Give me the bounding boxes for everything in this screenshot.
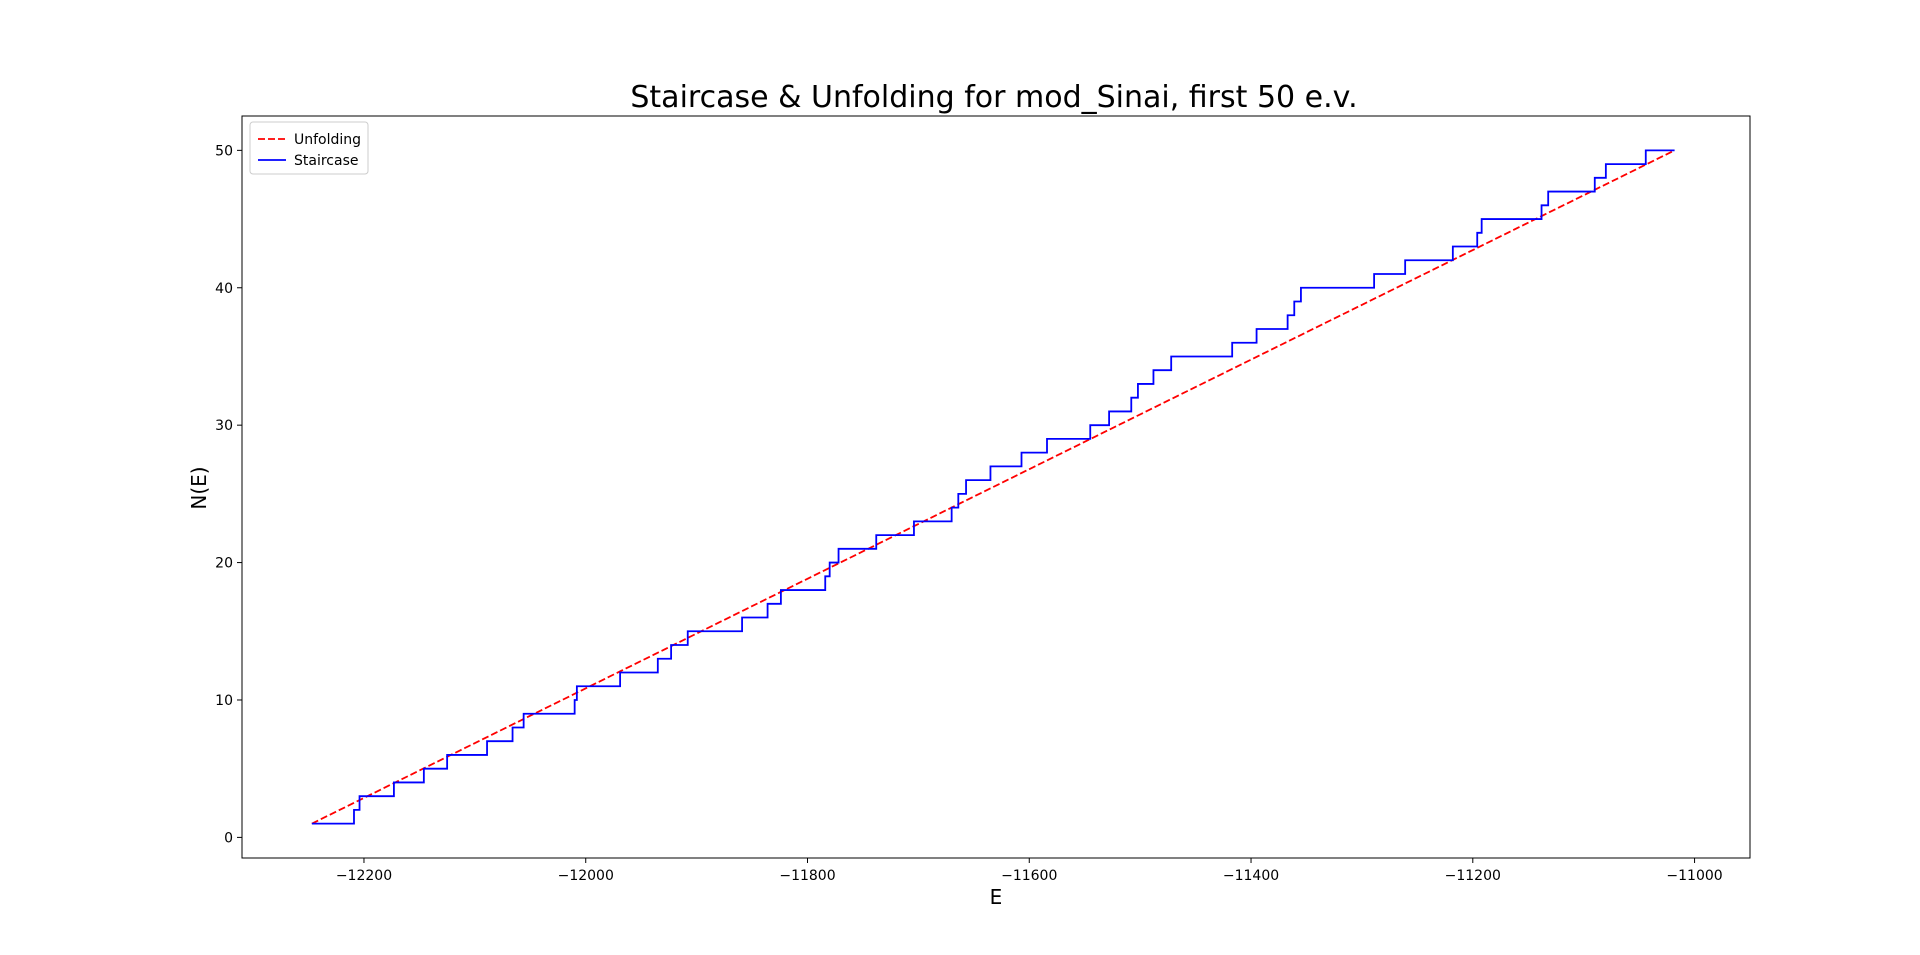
y-tick-label: 0 — [224, 830, 233, 846]
x-axis-label: E — [990, 885, 1003, 909]
x-tick-label: −11400 — [1223, 868, 1279, 884]
y-axis: 0 10 20 30 40 50 — [215, 143, 242, 846]
y-tick-label: 30 — [215, 418, 233, 434]
legend-box — [249, 121, 369, 175]
series-line-unfolding — [311, 149, 1675, 825]
series-line-staircase — [311, 149, 1675, 825]
series-layer — [311, 149, 1675, 825]
chart-title: Staircase & Unfolding for mod_Sinai, fir… — [630, 80, 1357, 115]
x-tick-label: −11000 — [1666, 868, 1722, 884]
x-tick-label: −12000 — [558, 868, 614, 884]
x-tick-label: −11200 — [1445, 868, 1501, 884]
legend-label-unfolding: Unfolding — [294, 132, 361, 148]
x-tick-label: −11800 — [779, 868, 835, 884]
y-tick-label: 40 — [215, 281, 233, 297]
y-tick-label: 10 — [215, 693, 233, 709]
x-tick-label: −12200 — [336, 868, 392, 884]
x-tick-label: −11600 — [1001, 868, 1057, 884]
y-tick-label: 50 — [215, 143, 233, 159]
y-tick-label: 20 — [215, 556, 233, 572]
y-axis-label: N(E) — [187, 466, 211, 509]
legend-label-staircase: Staircase — [294, 153, 358, 169]
x-axis: −12200 −12000 −11800 −11600 −11400 −11200 −110… — [336, 858, 1723, 884]
legend: Unfolding Staircase — [249, 121, 369, 175]
